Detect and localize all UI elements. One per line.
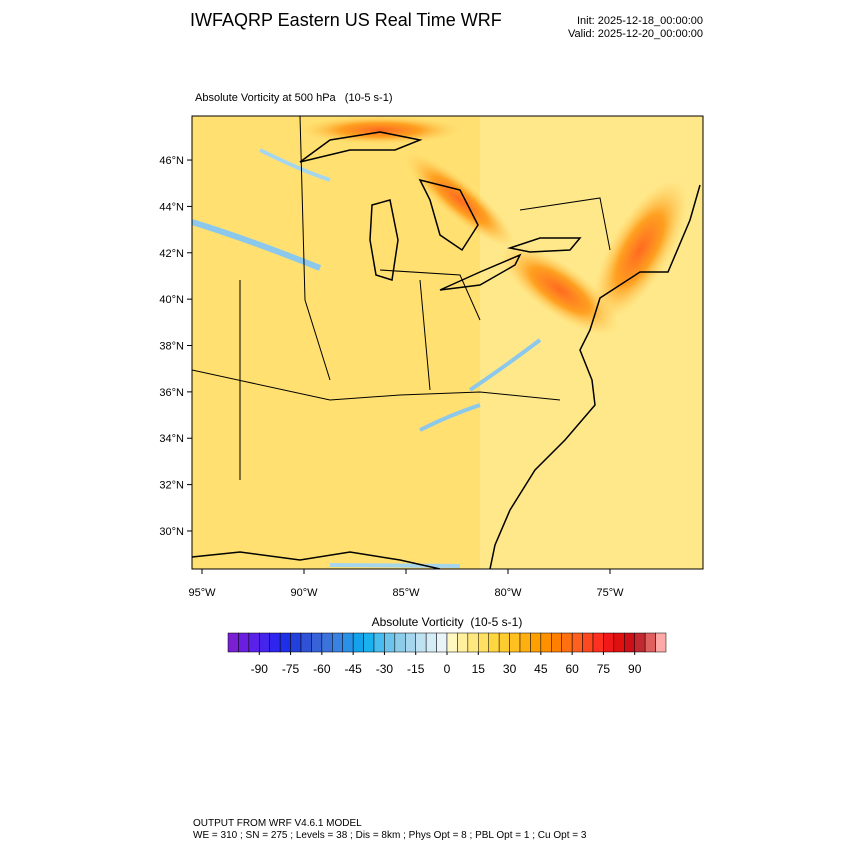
map-title: Absolute Vorticity at 500 hPa (10-5 s-1) bbox=[195, 92, 393, 104]
vorticity-min bbox=[259, 148, 331, 182]
colorbar-box bbox=[373, 632, 385, 653]
map-frame bbox=[191, 115, 704, 570]
colorbar-box bbox=[405, 632, 416, 653]
lon-tick-label: 95°W bbox=[188, 587, 216, 599]
colorbar-box bbox=[332, 632, 343, 653]
colorbar-box bbox=[352, 632, 364, 653]
colorbar-box bbox=[540, 632, 552, 653]
colorbar-box bbox=[394, 632, 406, 653]
colorbar-box bbox=[415, 632, 427, 653]
lon-tick-label: 75°W bbox=[596, 587, 624, 599]
map-field bbox=[192, 116, 703, 569]
footer-line: WE = 310 ; SN = 275 ; Levels = 38 ; Dis … bbox=[193, 830, 587, 841]
vorticity-max bbox=[300, 116, 460, 144]
valid-time: Valid: 2025-12-20_00:00:00 bbox=[568, 28, 703, 40]
colorbar-box bbox=[425, 632, 437, 653]
colorbar-box bbox=[634, 632, 646, 653]
colorbar-tick-label: -90 bbox=[251, 662, 269, 676]
lat-tick-label: 34°N bbox=[159, 433, 184, 445]
vorticity-min bbox=[329, 563, 461, 568]
colorbar-box bbox=[603, 632, 615, 653]
colorbar-box bbox=[551, 632, 562, 653]
colorbar-box bbox=[498, 632, 510, 653]
vorticity-max bbox=[500, 244, 620, 336]
colorbar-tick-label: 60 bbox=[565, 662, 579, 676]
colorbar-tick-label: -75 bbox=[282, 662, 300, 676]
vorticity-min bbox=[192, 219, 322, 271]
map-axes: 30°N 32°N 34°N 36°N 38°N 40°N 42°N 44°N 46°N 95°W… bbox=[159, 155, 624, 599]
colorbar-box bbox=[509, 632, 521, 653]
coastline bbox=[489, 184, 701, 569]
colorbar-box bbox=[561, 632, 573, 653]
lat-tick-label: 32°N bbox=[159, 480, 184, 492]
colorbar-box bbox=[519, 632, 531, 653]
colorbar-box bbox=[248, 632, 260, 653]
lat-tick-label: 42°N bbox=[159, 248, 184, 260]
colorbar-box bbox=[279, 632, 291, 653]
colorbar-box bbox=[436, 632, 448, 653]
colorbar-title: Absolute Vorticity (10-5 s-1) bbox=[372, 615, 523, 629]
lon-tick-label: 85°W bbox=[392, 587, 420, 599]
coastline bbox=[192, 551, 441, 569]
colorbar-box bbox=[613, 632, 625, 653]
lake bbox=[369, 199, 399, 281]
colorbar-tick-label: -45 bbox=[344, 662, 362, 676]
lon-tick-label: 80°W bbox=[494, 587, 522, 599]
colorbar-box bbox=[259, 632, 270, 653]
colorbar-box bbox=[269, 632, 281, 653]
colorbar-tick-label: 0 bbox=[444, 662, 451, 676]
lat-tick-label: 40°N bbox=[159, 294, 184, 306]
colorbar-box bbox=[655, 632, 667, 653]
lat-tick-label: 38°N bbox=[159, 341, 184, 353]
vorticity-max bbox=[592, 179, 688, 321]
colorbar-box bbox=[446, 632, 458, 653]
colorbar-box bbox=[311, 632, 323, 653]
colorbar-tick-label: 45 bbox=[534, 662, 548, 676]
colorbar-tick-label: 30 bbox=[503, 662, 517, 676]
lat-tick-label: 30°N bbox=[159, 526, 184, 538]
lake bbox=[299, 131, 423, 163]
colorbar-box bbox=[290, 632, 302, 653]
colorbar-box bbox=[227, 632, 239, 653]
init-time: Init: 2025-12-18_00:00:00 bbox=[577, 15, 703, 27]
lake bbox=[507, 237, 582, 253]
lake bbox=[439, 253, 522, 291]
colorbar-tick-label: 75 bbox=[597, 662, 611, 676]
vorticity-min bbox=[419, 403, 481, 432]
state-border bbox=[192, 116, 611, 480]
footer-line: OUTPUT FROM WRF V4.6.1 MODEL bbox=[193, 818, 362, 829]
vorticity-max bbox=[405, 152, 515, 248]
colorbar-box bbox=[478, 632, 489, 653]
lat-tick-label: 36°N bbox=[159, 387, 184, 399]
colorbar-tick-label: -15 bbox=[407, 662, 425, 676]
colorbar: -90 -75 -60 -45 -30 -15 0 15 30 45 60 75 90 bbox=[227, 632, 667, 676]
lake bbox=[418, 178, 479, 252]
lat-tick-label: 44°N bbox=[159, 201, 184, 213]
colorbar-box bbox=[592, 632, 604, 653]
colorbar-box bbox=[238, 632, 250, 653]
colorbar-box bbox=[582, 632, 594, 653]
vorticity-min bbox=[468, 338, 542, 392]
lat-tick-label: 46°N bbox=[159, 155, 184, 167]
colorbar-box bbox=[363, 632, 375, 653]
colorbar-box bbox=[321, 632, 333, 653]
colorbar-tick-label: 15 bbox=[472, 662, 486, 676]
colorbar-box bbox=[342, 632, 354, 653]
colorbar-box bbox=[644, 632, 656, 653]
colorbar-box bbox=[300, 632, 312, 653]
colorbar-tick-label: 90 bbox=[628, 662, 642, 676]
colorbar-box bbox=[624, 632, 635, 653]
colorbar-box bbox=[467, 632, 479, 653]
colorbar-box bbox=[571, 632, 583, 653]
colorbar-box bbox=[488, 632, 500, 653]
colorbar-box bbox=[384, 632, 396, 653]
colorbar-tick-label: -30 bbox=[376, 662, 394, 676]
title: IWFAQRP Eastern US Real Time WRF bbox=[190, 10, 502, 30]
colorbar-box bbox=[530, 632, 542, 653]
lon-tick-label: 90°W bbox=[290, 587, 318, 599]
colorbar-box bbox=[457, 632, 469, 653]
colorbar-tick-label: -60 bbox=[313, 662, 331, 676]
